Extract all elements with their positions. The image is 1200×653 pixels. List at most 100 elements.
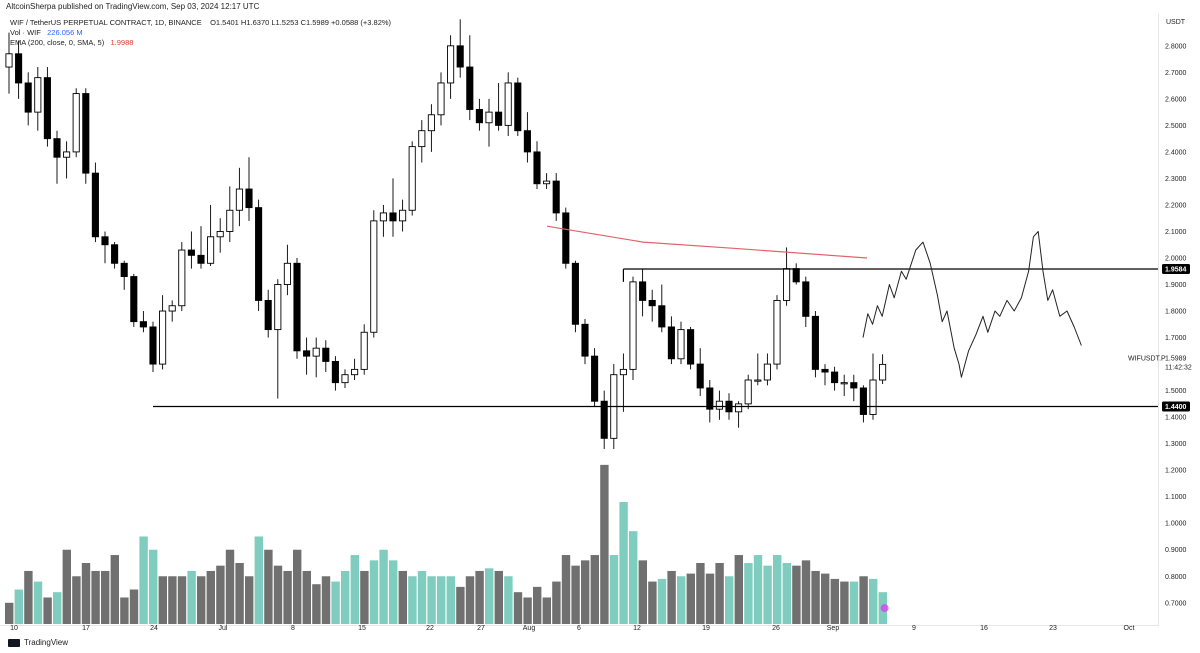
- projection-sketch: [862, 231, 1082, 378]
- candle-body: [283, 262, 291, 285]
- candle-body: [197, 254, 205, 264]
- volume-bar: [225, 549, 235, 624]
- volume-bar: [571, 565, 580, 624]
- ema-label: EMA (200, close, 0, SMA, 5): [10, 38, 105, 47]
- time-tick: 23: [1049, 625, 1057, 632]
- volume-bar: [417, 570, 427, 624]
- candle-body: [408, 146, 416, 211]
- volume-bar: [869, 578, 878, 624]
- levels: [153, 225, 1158, 408]
- volume-bar: [581, 560, 590, 624]
- volume-bar: [168, 576, 177, 624]
- candle-body: [389, 212, 397, 222]
- candle-body: [418, 130, 426, 148]
- candle-body: [763, 363, 771, 381]
- candle-body: [331, 360, 339, 384]
- volume-row[interactable]: Vol · WIF 226.056 M: [10, 28, 391, 38]
- volume-bar: [369, 560, 379, 624]
- price-tick: 2.0000: [1165, 256, 1187, 263]
- time-axis: 10 17 24 Jul 8 15 22 27 Aug 6 12 19 26 Sep 9 16 23 Oct: [10, 625, 1134, 632]
- support-label-bg: [1162, 401, 1190, 412]
- resistance-label-bg: [1162, 264, 1190, 275]
- time-tick: 26: [772, 625, 780, 632]
- axis-separator: [1158, 14, 1159, 626]
- price-tick: 0.7000: [1165, 600, 1187, 607]
- candle-body: [715, 400, 723, 410]
- candle-body: [735, 403, 743, 413]
- candle-body: [34, 77, 42, 113]
- volume-bar: [254, 536, 263, 624]
- candle-body: [754, 379, 762, 382]
- volume-bar: [14, 589, 23, 624]
- volume-bar: [705, 573, 715, 624]
- time-tick: 22: [426, 625, 434, 632]
- candle-body: [360, 331, 368, 370]
- candle-body: [495, 111, 503, 126]
- volume-bar: [264, 549, 273, 624]
- price-tick: 2.1000: [1165, 229, 1187, 236]
- time-tick: 12: [633, 625, 641, 632]
- volume-bar: [686, 573, 695, 624]
- volume-bar: [101, 570, 110, 624]
- time-tick: Oct: [1124, 625, 1135, 632]
- candle-body: [802, 281, 810, 317]
- volume-bar: [389, 560, 398, 624]
- volume-bar: [197, 576, 206, 624]
- volume-bar: [206, 570, 215, 624]
- volume-bar: [273, 565, 283, 624]
- candle-body: [82, 93, 90, 174]
- volume-bar: [350, 555, 359, 624]
- volume-bar: [139, 536, 148, 624]
- candle-body: [792, 268, 800, 283]
- volume-bar: [677, 576, 686, 624]
- price-tick: 1.1000: [1165, 494, 1187, 501]
- volume-bar: [341, 570, 350, 624]
- price-tick: 2.8000: [1165, 43, 1187, 50]
- volume-bar: [293, 549, 302, 624]
- last-price: 1.5989: [1165, 355, 1187, 362]
- symbol-row[interactable]: WIF / TetherUS PERPETUAL CONTRACT, 1D, B…: [10, 18, 391, 28]
- candle-body: [581, 323, 589, 357]
- ohlc-values: O1.5401 H1.6370 L1.5253 C1.5989 +0.0588 …: [210, 18, 392, 27]
- volume-bar: [533, 586, 542, 624]
- volume-bar: [158, 576, 167, 624]
- time-tick: 10: [10, 625, 18, 632]
- candle-body: [658, 305, 666, 328]
- candle-body: [571, 262, 579, 325]
- volume-bar: [465, 576, 475, 624]
- candle-body: [379, 212, 387, 222]
- currency-label: USDT: [1166, 19, 1186, 26]
- candle-body: [264, 299, 272, 331]
- candle-body: [677, 329, 685, 360]
- volume-bar: [638, 560, 647, 624]
- volume-bar: [859, 576, 868, 624]
- volume-bar: [821, 573, 830, 624]
- candle-body: [399, 209, 407, 222]
- tradingview-brand[interactable]: TradingView: [8, 638, 68, 647]
- price-tick: 1.4000: [1165, 415, 1187, 422]
- volume-bar: [763, 565, 772, 624]
- price-tick: 2.2000: [1165, 202, 1187, 209]
- candle-body: [456, 45, 464, 68]
- volume-bar: [744, 563, 753, 624]
- candle-body: [293, 262, 301, 352]
- volume-bar: [283, 570, 292, 624]
- candle-body: [312, 347, 320, 357]
- price-chart[interactable]: 2.8000 2.7000 2.6000 2.5000 2.4000 2.3000 2.20…: [0, 14, 1200, 634]
- price-tick: 1.0000: [1165, 521, 1187, 528]
- candle-body: [840, 382, 848, 385]
- price-tick: 0.9000: [1165, 547, 1187, 554]
- volume-bars: [5, 464, 889, 624]
- candle-body: [859, 387, 867, 415]
- footer: TradingView: [0, 636, 1200, 653]
- chart-legend: WIF / TetherUS PERPETUAL CONTRACT, 1D, B…: [10, 18, 391, 48]
- volume-bar: [24, 570, 33, 624]
- support-label: 1.4400: [1165, 404, 1187, 411]
- candle-body: [831, 371, 839, 384]
- volume-bar: [773, 555, 782, 624]
- ema-row[interactable]: EMA (200, close, 0, SMA, 5) 1.9988: [10, 38, 391, 48]
- candle-body: [562, 212, 570, 264]
- resistance-label: 1.9584: [1165, 267, 1187, 274]
- volume-bar: [456, 586, 465, 624]
- volume-bar: [149, 549, 158, 624]
